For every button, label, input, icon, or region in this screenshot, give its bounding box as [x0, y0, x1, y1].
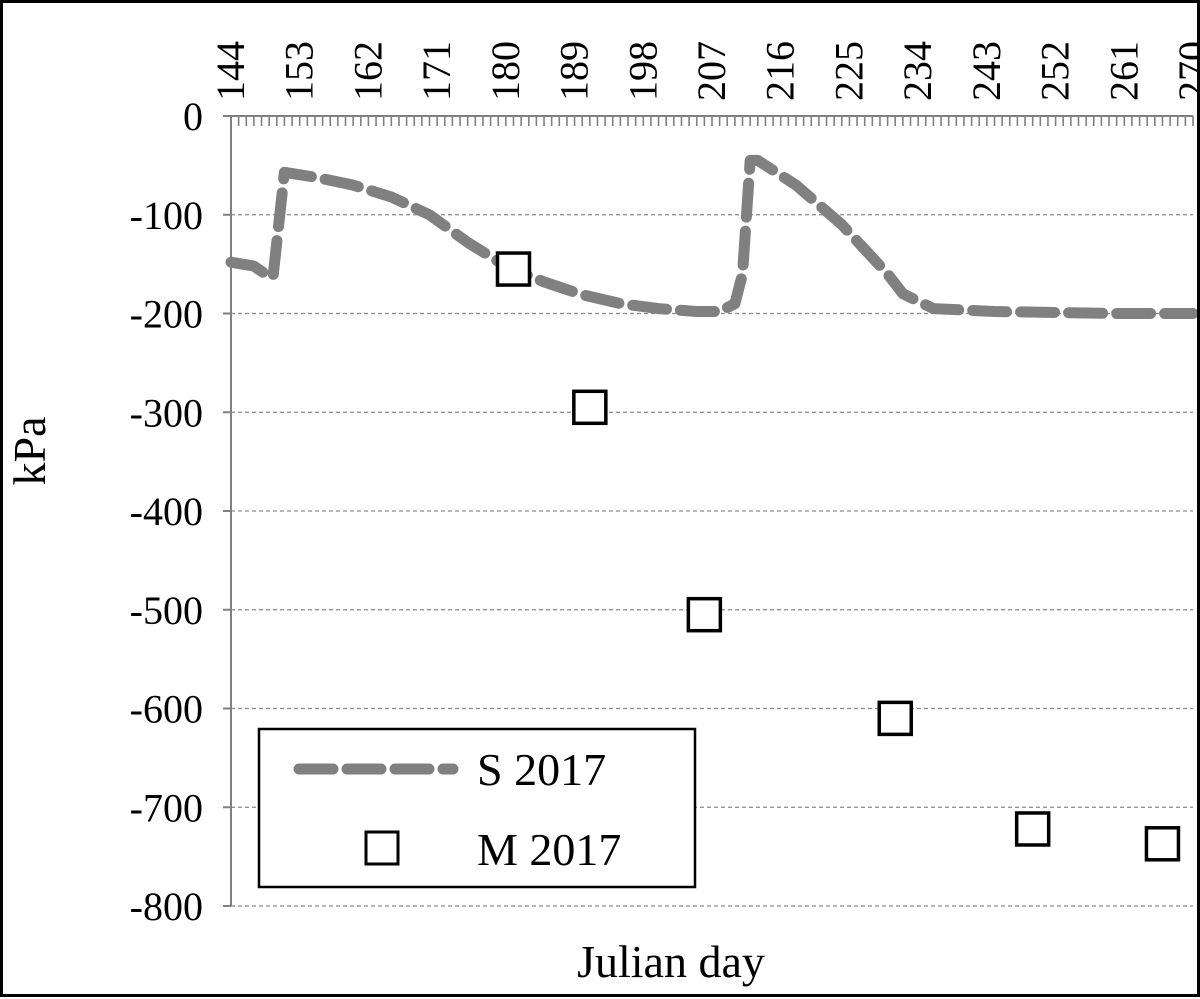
series-m-2017-point-5 — [1014, 811, 1051, 847]
series-s-2017-line — [225, 154, 1199, 319]
y-tick-label-0: 0 — [183, 94, 203, 139]
x-tick-label-153: 153 — [277, 41, 322, 101]
chart-svg: kPa Julian day 0 -100 -200 -300 -400 -500 -600… — [4, 41, 1200, 987]
legend-m-2017-marker — [364, 830, 400, 866]
series-m-2017-point-4 — [877, 700, 913, 737]
y-axis-label: kPa — [4, 417, 55, 486]
legend-m-2017-label: M 2017 — [477, 824, 621, 875]
x-tick-label-234: 234 — [895, 41, 940, 101]
label-layer: kPa Julian day 0 -100 -200 -300 -400 -500 -600… — [4, 41, 1200, 987]
series-layer — [225, 154, 1199, 862]
series-m-2017-point-6 — [1144, 826, 1181, 862]
x-tick-label-180: 180 — [483, 41, 528, 101]
x-tick-label-243: 243 — [964, 41, 1009, 101]
y-tick-label--400: -400 — [130, 489, 203, 534]
x-tick-label-207: 207 — [689, 41, 734, 101]
y-tick-label--700: -700 — [130, 785, 203, 830]
x-tick-label-198: 198 — [620, 41, 665, 101]
y-tick-label--600: -600 — [130, 687, 203, 732]
x-tick-label-270: 270 — [1170, 41, 1197, 101]
y-tick-label--800: -800 — [130, 884, 203, 929]
x-tick-label-189: 189 — [552, 41, 597, 101]
y-tick-label--200: -200 — [130, 292, 203, 337]
y-tick-label--300: -300 — [130, 390, 203, 435]
x-tick-label-225: 225 — [826, 41, 871, 101]
legend: S 2017 M 2017 — [257, 727, 697, 889]
x-tick-label-144: 144 — [208, 41, 253, 101]
series-m-2017-point-1 — [495, 251, 532, 287]
x-tick-label-171: 171 — [414, 41, 459, 101]
series-m-2017-point-2 — [572, 389, 608, 426]
axis-layer — [223, 115, 1194, 907]
x-tick-label-162: 162 — [345, 41, 390, 101]
x-day-ticks — [230, 116, 1194, 126]
x-tick-label-216: 216 — [758, 41, 803, 101]
legend-box — [257, 727, 697, 889]
legend-s-2017-label: S 2017 — [477, 744, 606, 795]
x-axis-label: Julian day — [577, 936, 765, 987]
y-tick-label--500: -500 — [130, 588, 203, 633]
x-tick-label-252: 252 — [1033, 41, 1078, 101]
y-tick-label--100: -100 — [130, 193, 203, 238]
series-m-2017-point-3 — [686, 596, 723, 633]
x-tick-label-261: 261 — [1101, 41, 1146, 101]
